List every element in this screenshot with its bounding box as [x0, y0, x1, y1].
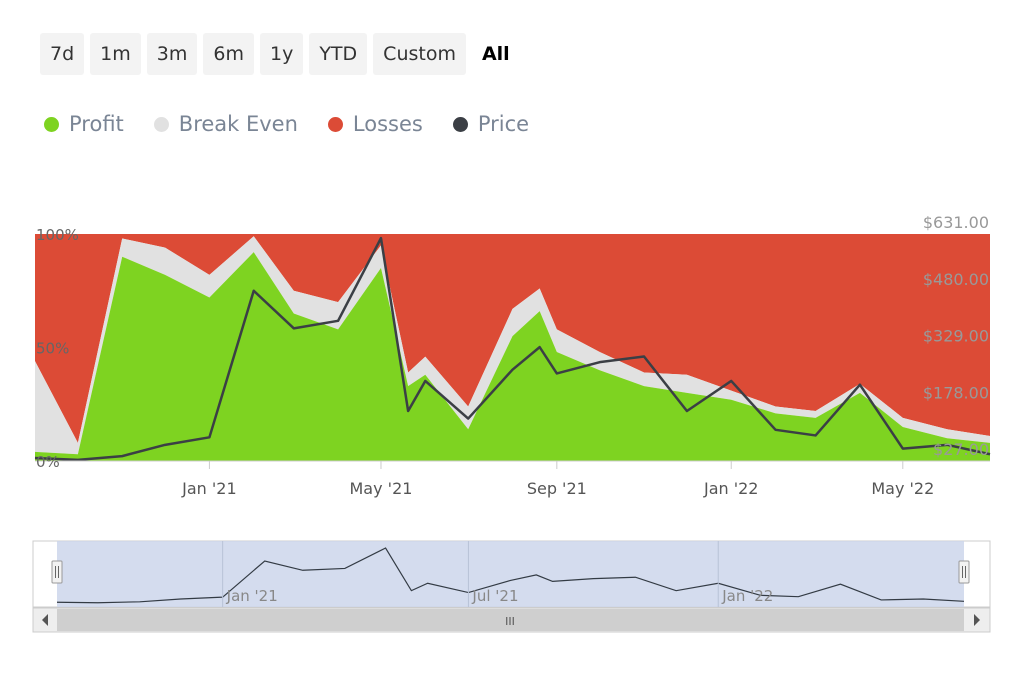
losses-area — [35, 234, 990, 443]
break-even-area — [35, 236, 990, 455]
scrollbar-track — [32, 607, 991, 633]
left-axis-tick-label: 50% — [36, 340, 69, 358]
left-axis-tick-label: 0% — [36, 453, 60, 471]
right-axis-tick-label: $631.00 — [923, 213, 989, 232]
range-button-7d[interactable]: 7d — [40, 33, 85, 75]
legend-item-break-even[interactable]: Break Even — [153, 112, 298, 136]
x-axis-tick-label: Sep '21 — [527, 479, 587, 498]
legend-marker-icon — [452, 116, 468, 132]
x-axis-tick-label: May '22 — [871, 479, 934, 498]
scroll-right-arrow-icon[interactable] — [974, 614, 980, 626]
left-axis-tick-label: 100% — [36, 226, 79, 244]
legend-label: Profit — [69, 112, 124, 136]
x-axis-tick-label: Jan '21 — [181, 479, 237, 498]
scrollbar-thumb[interactable] — [57, 609, 964, 631]
legend-label: Price — [477, 112, 530, 136]
legend-item-losses[interactable]: Losses — [327, 112, 423, 136]
legend-item-price[interactable]: Price — [452, 112, 530, 136]
profit-area — [35, 252, 990, 461]
navigator-tick-label: Jan '21 — [226, 587, 278, 605]
navigator-frame — [32, 540, 991, 608]
x-axis-tick-label: Jan '22 — [703, 479, 759, 498]
navigator-tick-label: Jan '22 — [721, 587, 773, 605]
navigator-left-handle[interactable] — [51, 560, 63, 584]
range-button-ytd[interactable]: YTD — [309, 33, 368, 75]
navigator-price-line — [56, 547, 965, 604]
legend-label: Losses — [352, 112, 423, 136]
legend-item-profit[interactable]: Profit — [44, 112, 124, 136]
range-button-6m[interactable]: 6m — [203, 33, 254, 75]
right-axis-tick-label: $178.00 — [923, 383, 989, 402]
legend: Profit Break Even Losses Price — [44, 112, 529, 136]
legend-marker-icon — [327, 116, 343, 132]
range-button-custom[interactable]: Custom — [373, 33, 466, 75]
navigator-right-handle[interactable] — [958, 560, 970, 584]
x-axis-tick-label: May '21 — [350, 479, 413, 498]
scrollbar-grip-icon: III — [505, 615, 515, 628]
right-axis-tick-label: $329.00 — [923, 327, 989, 346]
scroll-left-arrow-icon[interactable] — [42, 614, 48, 626]
range-button-1m[interactable]: 1m — [90, 33, 141, 75]
range-selector: 7d 1m 3m 6m 1y YTD Custom All — [40, 33, 520, 77]
range-button-1y[interactable]: 1y — [259, 33, 304, 75]
price-line — [34, 236, 991, 462]
right-axis-tick-label: $27.00 — [933, 440, 989, 459]
range-button-3m[interactable]: 3m — [146, 33, 198, 75]
range-button-all[interactable]: All — [481, 43, 510, 65]
right-axis-tick-label: $480.00 — [923, 270, 989, 289]
legend-label: Break Even — [178, 112, 298, 136]
legend-marker-icon — [44, 116, 59, 132]
navigator-selected-range — [57, 541, 964, 607]
legend-marker-icon — [153, 116, 169, 132]
navigator-tick-label: Jul '21 — [471, 587, 518, 605]
